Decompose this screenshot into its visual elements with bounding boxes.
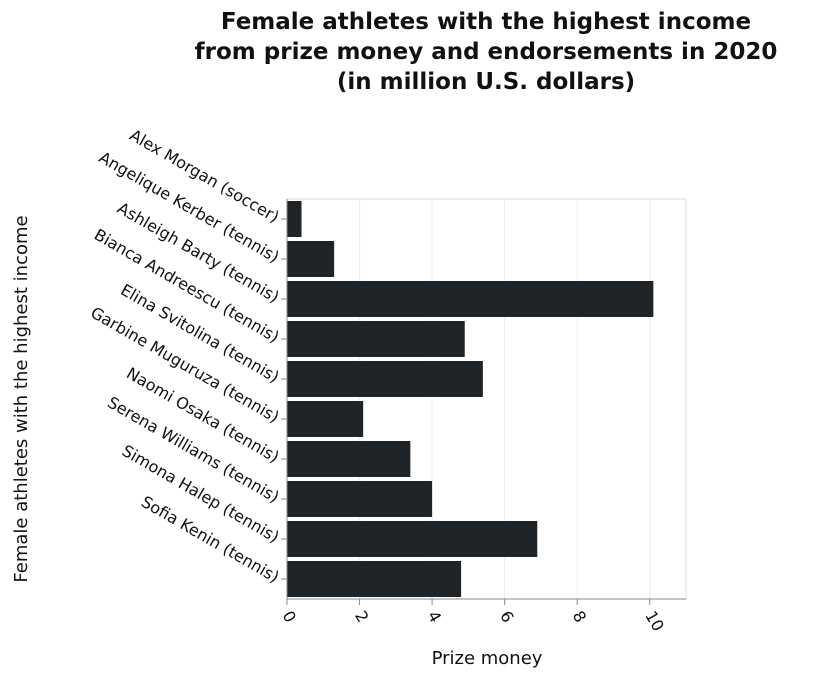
bar-2 [287, 281, 654, 317]
chart-title-line-2: from prize money and endorsements in 202… [195, 39, 778, 65]
axes [281, 199, 686, 605]
x-axis-title: Prize money [432, 648, 543, 669]
bars [287, 201, 654, 597]
x-tick-label-3: 6 [496, 608, 518, 626]
chart-title: Female athletes with the highest income … [195, 9, 778, 95]
chart-title-line-3: (in million U.S. dollars) [337, 69, 635, 95]
bar-8 [287, 521, 538, 557]
bar-3 [287, 321, 465, 357]
bar-7 [287, 481, 433, 517]
x-tick-labels: 0 2 4 6 8 10 [279, 608, 668, 635]
bar-5 [287, 401, 364, 437]
x-tick-label-1: 2 [351, 608, 373, 626]
x-tick-label-4: 8 [569, 608, 591, 626]
bar-6 [287, 441, 411, 477]
x-tick-label-5: 10 [641, 608, 668, 635]
chart-title-line-1: Female athletes with the highest income [221, 9, 751, 35]
bar-1 [287, 241, 335, 277]
bar-4 [287, 361, 483, 397]
y-axis-title: Female athletes with the highest income [11, 215, 32, 582]
bar-9 [287, 561, 462, 597]
bar-0 [287, 201, 302, 237]
x-tick-label-0: 0 [279, 608, 301, 626]
x-tick-label-2: 4 [424, 608, 446, 626]
y-tick-labels: Alex Morgan (soccer)Angelique Kerber (te… [87, 125, 282, 586]
